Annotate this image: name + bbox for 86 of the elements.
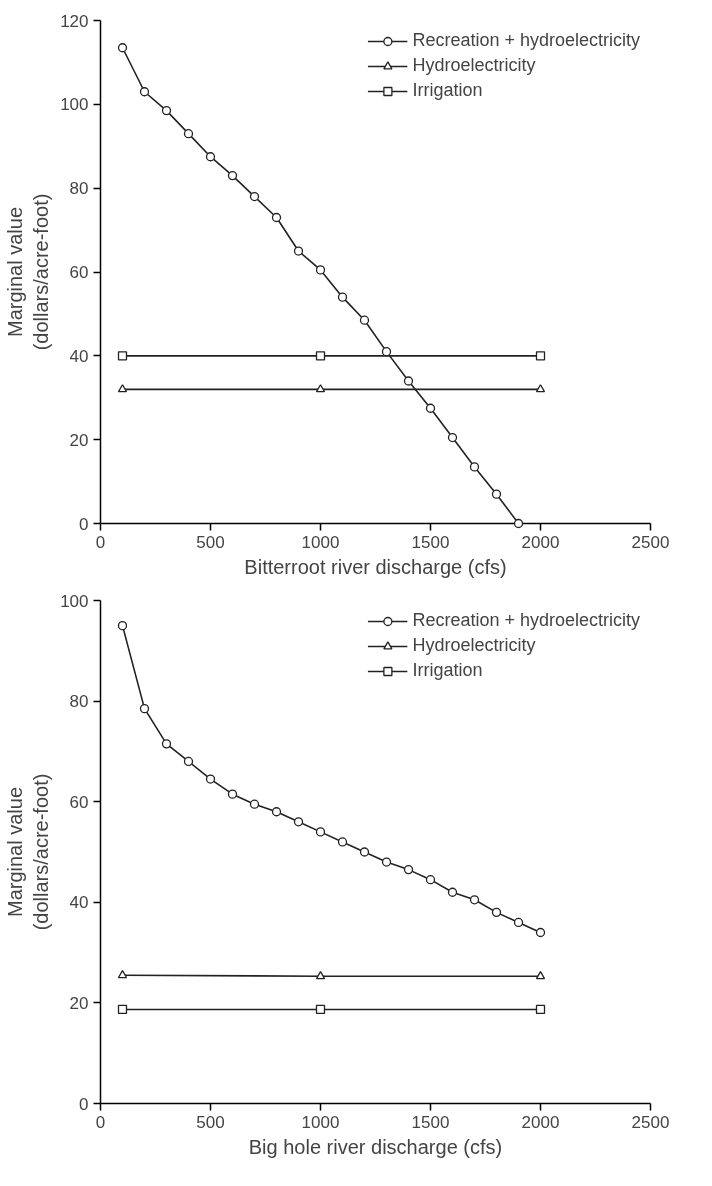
- x-tick-label: 2500: [631, 1112, 670, 1132]
- point: [249, 191, 260, 202]
- x-tick-label: 1000: [301, 1112, 340, 1132]
- legend-label: Irrigation: [412, 660, 483, 681]
- x-tick-label: 0: [95, 1112, 106, 1132]
- point: [513, 518, 524, 529]
- x-tick-label: 500: [196, 532, 225, 552]
- y-axis-title: Marginal value (dollars/acre-foot): [3, 773, 53, 931]
- x-tick-label: 1500: [411, 1112, 450, 1132]
- point: [359, 315, 370, 325]
- legend-label: Hydroelectricity: [412, 635, 536, 656]
- point: [117, 384, 128, 393]
- x-tick-label: 500: [196, 1112, 225, 1132]
- y-tick-label: 100: [60, 591, 89, 611]
- point: [315, 827, 326, 837]
- x-axis-title: Bitterroot river discharge (cfs): [244, 555, 507, 578]
- x-tick-label: 2500: [631, 532, 670, 552]
- y-tick-label: 80: [69, 179, 89, 199]
- point: [315, 384, 326, 393]
- legend-label: Irrigation: [412, 80, 483, 101]
- point: [183, 129, 194, 139]
- y-tick-label: 40: [69, 346, 89, 366]
- point: [403, 864, 414, 875]
- point: [205, 774, 216, 784]
- x-tick-label: 1000: [301, 532, 340, 552]
- point: [469, 462, 480, 472]
- point: [117, 351, 128, 361]
- point: [161, 105, 172, 116]
- point: [535, 1004, 546, 1015]
- point: [293, 817, 304, 827]
- point: [535, 384, 546, 393]
- point: [183, 756, 194, 767]
- point: [271, 807, 282, 817]
- point: [315, 1004, 326, 1015]
- point: [381, 857, 392, 867]
- x-axis-title: Big hole river discharge (cfs): [248, 1135, 503, 1158]
- point: [425, 403, 436, 413]
- point: [447, 432, 458, 443]
- point: [491, 907, 502, 917]
- point: [271, 212, 282, 223]
- y-tick-label: 0: [79, 1094, 89, 1114]
- point: [491, 489, 502, 499]
- point: [293, 246, 304, 256]
- y-tick-label: 60: [69, 792, 89, 812]
- point: [535, 351, 546, 361]
- y-tick-label: 80: [69, 692, 89, 712]
- point: [337, 837, 348, 847]
- point: [447, 887, 458, 897]
- point: [337, 292, 348, 302]
- point: [117, 1004, 128, 1015]
- y-tick-label: 20: [69, 430, 89, 450]
- point: [227, 170, 238, 181]
- y-tick-label: 0: [79, 514, 89, 534]
- point: [161, 739, 172, 749]
- y-axis-title: Marginal value (dollars/acre-foot): [3, 193, 53, 351]
- y-tick-label: 120: [60, 11, 89, 31]
- point: [205, 152, 216, 162]
- point: [381, 347, 392, 357]
- x-tick-label: 0: [95, 532, 106, 552]
- y-tick-label: 20: [69, 993, 89, 1013]
- point: [139, 704, 150, 714]
- legend-label: Hydroelectricity: [412, 55, 536, 76]
- point: [315, 265, 326, 275]
- point: [469, 895, 480, 905]
- legend-label: Recreation + hydroelectricity: [412, 610, 640, 631]
- point: [535, 927, 546, 938]
- point: [139, 87, 150, 97]
- point: [117, 621, 128, 631]
- x-tick-label: 1500: [411, 532, 450, 552]
- point: [425, 875, 436, 885]
- x-tick-label: 2000: [521, 1112, 560, 1132]
- x-tick-label: 2000: [521, 532, 560, 552]
- legend-label: Recreation + hydroelectricity: [412, 30, 640, 51]
- point: [513, 917, 524, 928]
- point: [117, 969, 128, 979]
- point: [535, 970, 546, 980]
- point: [117, 43, 128, 53]
- point: [315, 351, 326, 361]
- y-tick-label: 100: [60, 95, 89, 115]
- point: [403, 376, 414, 386]
- point: [315, 970, 326, 980]
- y-tick-label: 60: [69, 263, 89, 282]
- point: [227, 789, 238, 799]
- point: [359, 847, 370, 857]
- point: [249, 799, 260, 809]
- y-tick-label: 40: [69, 893, 89, 913]
